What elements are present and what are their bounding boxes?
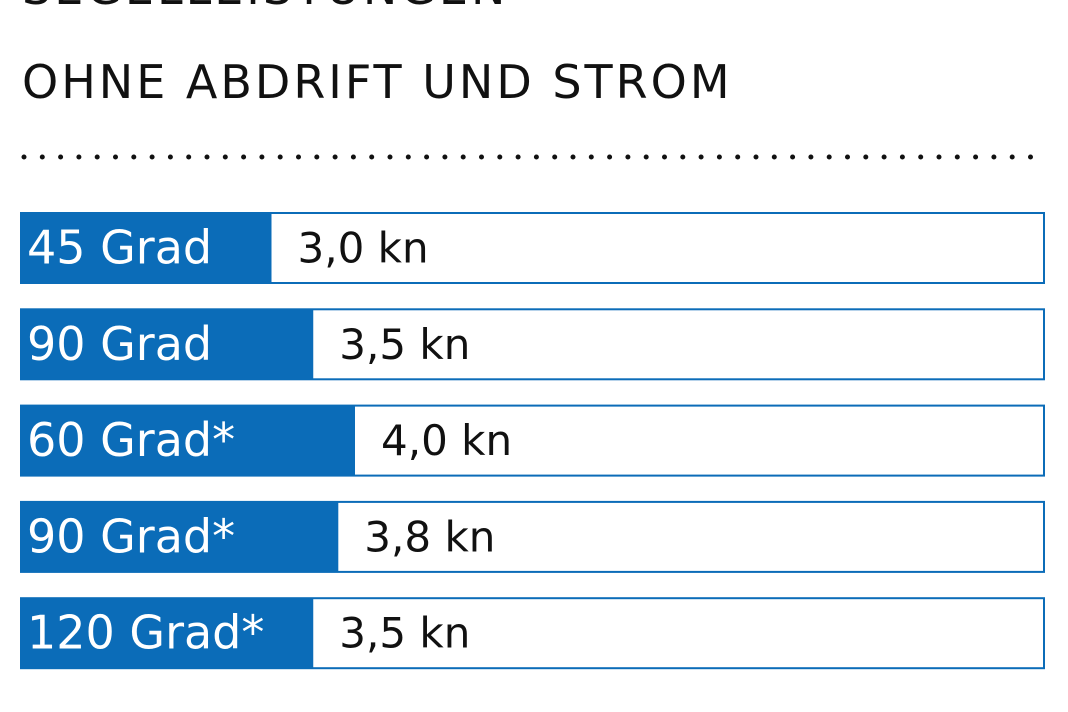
chart-title: SEGELLEISTUNGEN: [22, 0, 508, 15]
bar: [21, 405, 355, 476]
value-label: 3,0 kn: [298, 224, 429, 273]
value-label: 4,0 kn: [381, 416, 512, 465]
value-label: 3,5 kn: [339, 320, 470, 369]
category-label: 90 Grad: [27, 317, 212, 371]
category-label: 45 Grad: [27, 221, 212, 275]
category-label: 120 Grad*: [27, 606, 264, 660]
bar: [21, 598, 314, 669]
bar: [21, 309, 314, 380]
bar: [21, 501, 339, 572]
category-label: 60 Grad*: [27, 413, 235, 467]
value-label: 3,8 kn: [364, 512, 495, 561]
value-label: 3,5 kn: [339, 609, 470, 658]
bar: [21, 213, 272, 283]
chart-subtitle: OHNE ABDRIFT UND STROM: [22, 55, 733, 109]
category-label: 90 Grad*: [27, 509, 235, 563]
